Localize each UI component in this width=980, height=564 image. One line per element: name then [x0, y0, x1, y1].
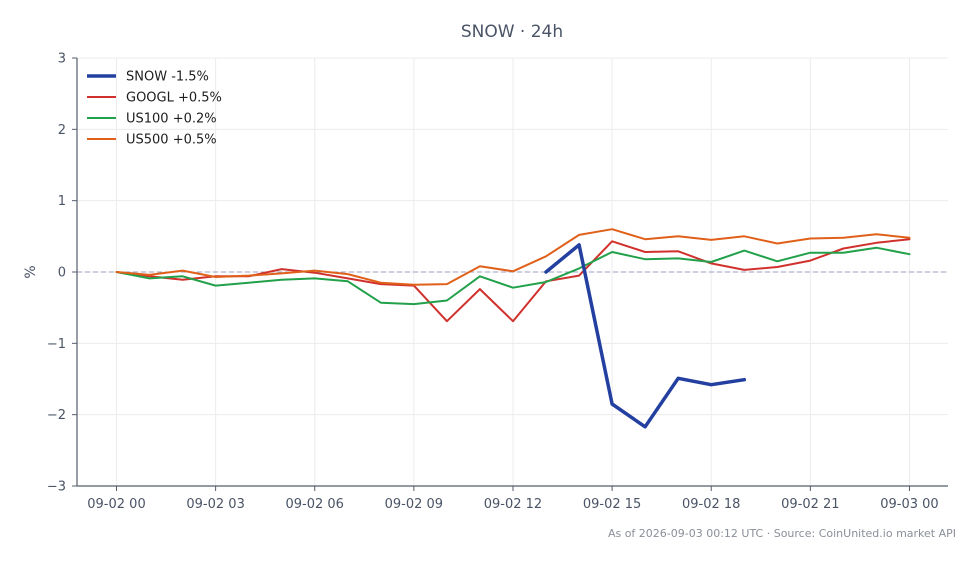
- x-tick-label: 09-03 00: [880, 497, 938, 512]
- legend-label-us500: US500 +0.5%: [126, 133, 217, 148]
- x-tick-label: 09-02 21: [781, 497, 839, 512]
- legend-label-googl: GOOGL +0.5%: [126, 91, 222, 106]
- y-tick-label: −2: [47, 408, 66, 423]
- source-footer: As of 2026-09-03 00:12 UTC · Source: Coi…: [607, 527, 956, 540]
- series-line-snow: [544, 243, 747, 429]
- y-tick-label: −3: [47, 480, 66, 495]
- y-tick-label: −1: [47, 337, 66, 352]
- x-tick-label: 09-02 15: [583, 497, 641, 512]
- x-tick-label: 09-02 09: [385, 497, 443, 512]
- line-chart: SNOW · 24h % 3 2 1 0 −1 −2 −3 09-02 00 09-02 03 0…: [23, 22, 948, 512]
- y-tick-label: 1: [58, 194, 66, 209]
- x-tick-label: 09-02 00: [87, 497, 145, 512]
- series-line-us100: [115, 246, 911, 306]
- y-tick-label: 2: [58, 123, 66, 138]
- y-tick-label: 0: [58, 266, 66, 281]
- x-tick-label: 09-02 03: [186, 497, 244, 512]
- series-lines: [115, 228, 911, 429]
- series-line-us500: [115, 228, 911, 286]
- legend-label-snow: SNOW -1.5%: [126, 70, 209, 85]
- x-tick-label: 09-02 18: [682, 497, 740, 512]
- y-axis-label: %: [23, 265, 39, 278]
- x-tick-label: 09-02 06: [286, 497, 344, 512]
- y-tick-label: 3: [58, 52, 66, 67]
- chart-title: SNOW · 24h: [461, 22, 563, 42]
- legend: SNOW -1.5% GOOGL +0.5% US100 +0.2% US500 +0…: [87, 70, 222, 148]
- legend-label-us100: US100 +0.2%: [126, 112, 217, 127]
- axes: 3 2 1 0 −1 −2 −3 09-02 00 09-02 03 09-02 06 09-02 …: [47, 52, 948, 512]
- x-tick-label: 09-02 12: [484, 497, 542, 512]
